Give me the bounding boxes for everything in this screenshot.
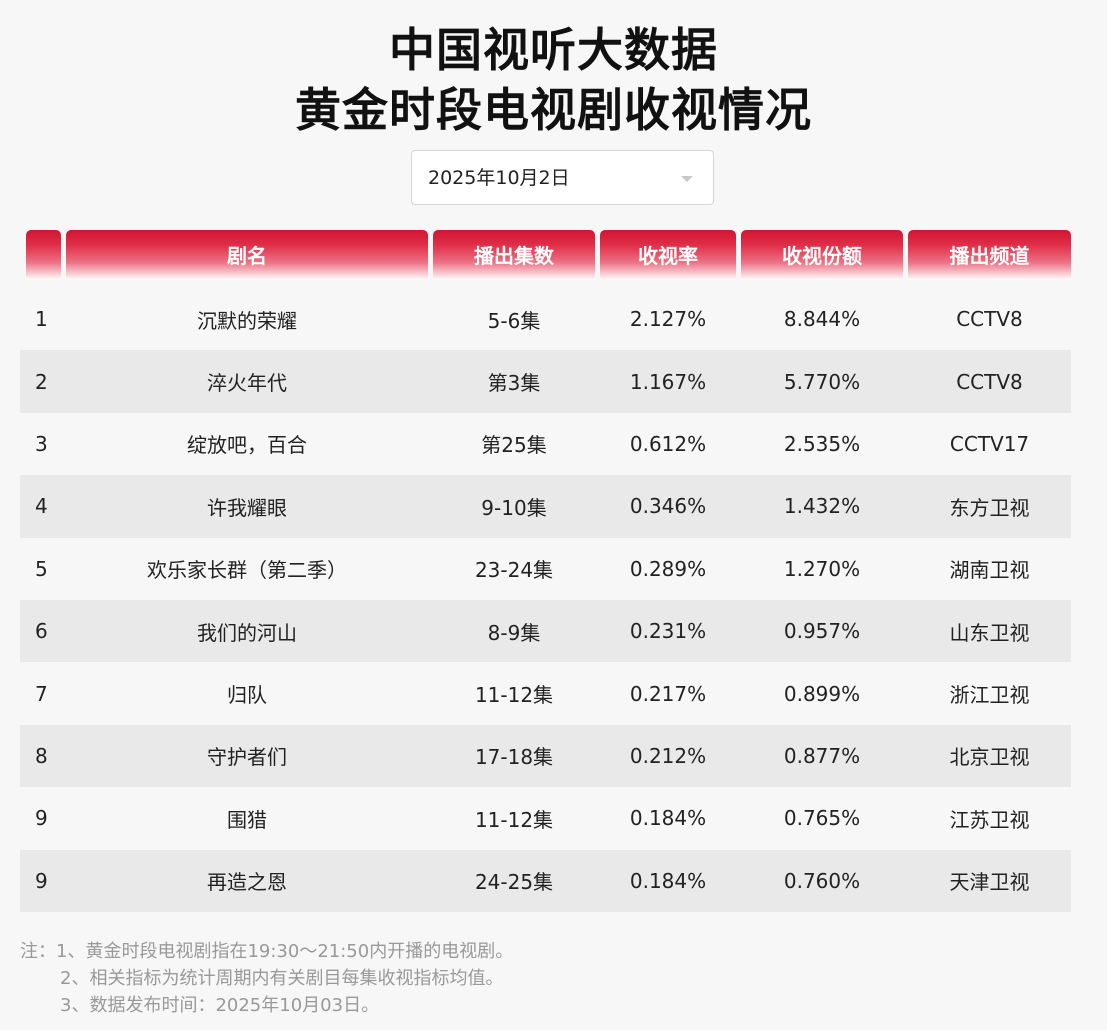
table-row: 7 归队 11-12集 0.217% 0.899% 浙江卫视 (20, 662, 1071, 724)
channel-cell: 北京卫视 (949, 745, 1030, 770)
episodes-cell: 第3集 (487, 371, 541, 396)
table-row: 4 许我耀眼 9-10集 0.346% 1.432% 东方卫视 (20, 475, 1071, 538)
table-row: 2 淬火年代 第3集 1.167% 5.770% CCTV8 (20, 350, 1071, 413)
channel-cell: 山东卫视 (949, 620, 1030, 645)
episodes-cell: 23-24集 (474, 558, 554, 583)
share-cell: 5.770% (783, 369, 861, 394)
rank-cell: 1 (35, 307, 48, 332)
share-cell: 0.765% (783, 806, 861, 831)
table-row: 6 我们的河山 8-9集 0.231% 0.957% 山东卫视 (20, 599, 1071, 663)
rank-cell: 9 (35, 868, 48, 893)
share-cell: 1.270% (783, 556, 861, 581)
channel-cell: CCTV8 (956, 369, 1023, 394)
channel-cell: CCTV8 (956, 307, 1023, 332)
table-row: 9 围猎 11-12集 0.184% 0.765% 江苏卫视 (20, 787, 1071, 849)
share-cell: 0.957% (783, 619, 861, 644)
column-header-channel: 播出频道 (908, 230, 1071, 280)
column-header-share: 收视份额 (741, 230, 903, 280)
share-cell: 0.899% (783, 681, 861, 706)
page-subtitle: 黄金时段电视剧收视情况 (295, 83, 812, 137)
rating-cell: 1.167% (629, 369, 707, 394)
rating-cell: 0.184% (629, 806, 707, 831)
footnote: 2、相关指标为统计周期内有关剧目每集收视指标均值。 (60, 968, 504, 989)
ratings-table: 剧名 播出集数 收视率 收视份额 播出频道 1 沉默的荣耀 5-6集 2.127% 8.… (20, 230, 1071, 912)
rating-cell: 0.212% (629, 743, 707, 768)
footnotes: 注：1、黄金时段电视剧指在19:30～21:50内开播的电视剧。 2、相关指标为… (20, 938, 513, 1019)
rank-cell: 2 (35, 369, 48, 394)
drama-name-cell: 欢乐家长群（第二季） (147, 558, 347, 583)
rank-cell: 6 (35, 619, 48, 644)
table-body: 1 沉默的荣耀 5-6集 2.127% 8.844% CCTV8 2 淬火年代 第3集 1.167… (20, 288, 1071, 912)
date-select[interactable]: 2025年10月2日 (411, 150, 714, 205)
table-row: 5 欢乐家长群（第二季） 23-24集 0.289% 1.270% 湖南卫视 (20, 538, 1071, 600)
episodes-cell: 5-6集 (487, 308, 541, 333)
drama-name-cell: 守护者们 (207, 745, 287, 770)
share-cell: 1.432% (783, 494, 861, 519)
table-row: 8 守护者们 17-18集 0.212% 0.877% 北京卫视 (20, 724, 1071, 788)
footnote: 注：1、黄金时段电视剧指在19:30～21:50内开播的电视剧。 (20, 941, 514, 962)
channel-cell: 东方卫视 (949, 495, 1030, 520)
drama-name-cell: 我们的河山 (197, 620, 297, 645)
column-header-episodes: 播出集数 (433, 230, 595, 280)
share-cell: 8.844% (783, 307, 861, 332)
episodes-cell: 11-12集 (474, 807, 554, 832)
rank-cell: 7 (35, 681, 48, 706)
table-row: 9 再造之恩 24-25集 0.184% 0.760% 天津卫视 (20, 849, 1071, 912)
rank-cell: 3 (35, 431, 48, 456)
rank-cell: 9 (35, 806, 48, 831)
channel-cell: 浙江卫视 (949, 683, 1030, 708)
channel-cell: 江苏卫视 (949, 807, 1030, 832)
table-row: 1 沉默的荣耀 5-6集 2.127% 8.844% CCTV8 (20, 288, 1071, 350)
rank-cell: 5 (35, 556, 48, 581)
column-header-rank (26, 230, 61, 280)
share-cell: 2.535% (783, 431, 861, 456)
page-title: 中国视听大数据 (389, 23, 718, 77)
rating-cell: 0.289% (629, 556, 707, 581)
chevron-down-icon[interactable] (681, 176, 693, 182)
table-header: 剧名 播出集数 收视率 收视份额 播出频道 (20, 230, 1071, 288)
rank-cell: 4 (35, 494, 48, 519)
channel-cell: 天津卫视 (949, 870, 1030, 895)
episodes-cell: 11-12集 (474, 683, 554, 708)
drama-name-cell: 围猎 (227, 807, 267, 832)
rating-cell: 0.184% (629, 868, 707, 893)
share-cell: 0.760% (783, 868, 861, 893)
drama-name-cell: 淬火年代 (207, 371, 287, 396)
date-select-value: 2025年10月2日 (428, 167, 570, 189)
footnote: 3、数据发布时间：2025年10月03日。 (60, 995, 380, 1016)
channel-cell: 湖南卫视 (949, 558, 1030, 583)
table-row: 3 绽放吧，百合 第25集 0.612% 2.535% CCTV17 (20, 413, 1071, 475)
rating-cell: 0.346% (629, 494, 707, 519)
drama-name-cell: 许我耀眼 (207, 495, 287, 520)
drama-name-cell: 绽放吧，百合 (187, 433, 307, 458)
column-header-name: 剧名 (66, 230, 428, 280)
rating-cell: 0.231% (629, 619, 707, 644)
rating-cell: 0.612% (629, 431, 707, 456)
episodes-cell: 8-9集 (487, 620, 541, 645)
episodes-cell: 17-18集 (474, 745, 554, 770)
rating-cell: 2.127% (629, 307, 707, 332)
episodes-cell: 24-25集 (474, 870, 554, 895)
share-cell: 0.877% (783, 743, 861, 768)
episodes-cell: 9-10集 (481, 495, 547, 520)
rank-cell: 8 (35, 743, 48, 768)
rating-cell: 0.217% (629, 681, 707, 706)
drama-name-cell: 沉默的荣耀 (197, 308, 297, 333)
channel-cell: CCTV17 (949, 431, 1030, 456)
drama-name-cell: 归队 (227, 683, 267, 708)
column-header-rating: 收视率 (600, 230, 736, 280)
episodes-cell: 第25集 (481, 433, 547, 458)
drama-name-cell: 再造之恩 (207, 870, 287, 895)
